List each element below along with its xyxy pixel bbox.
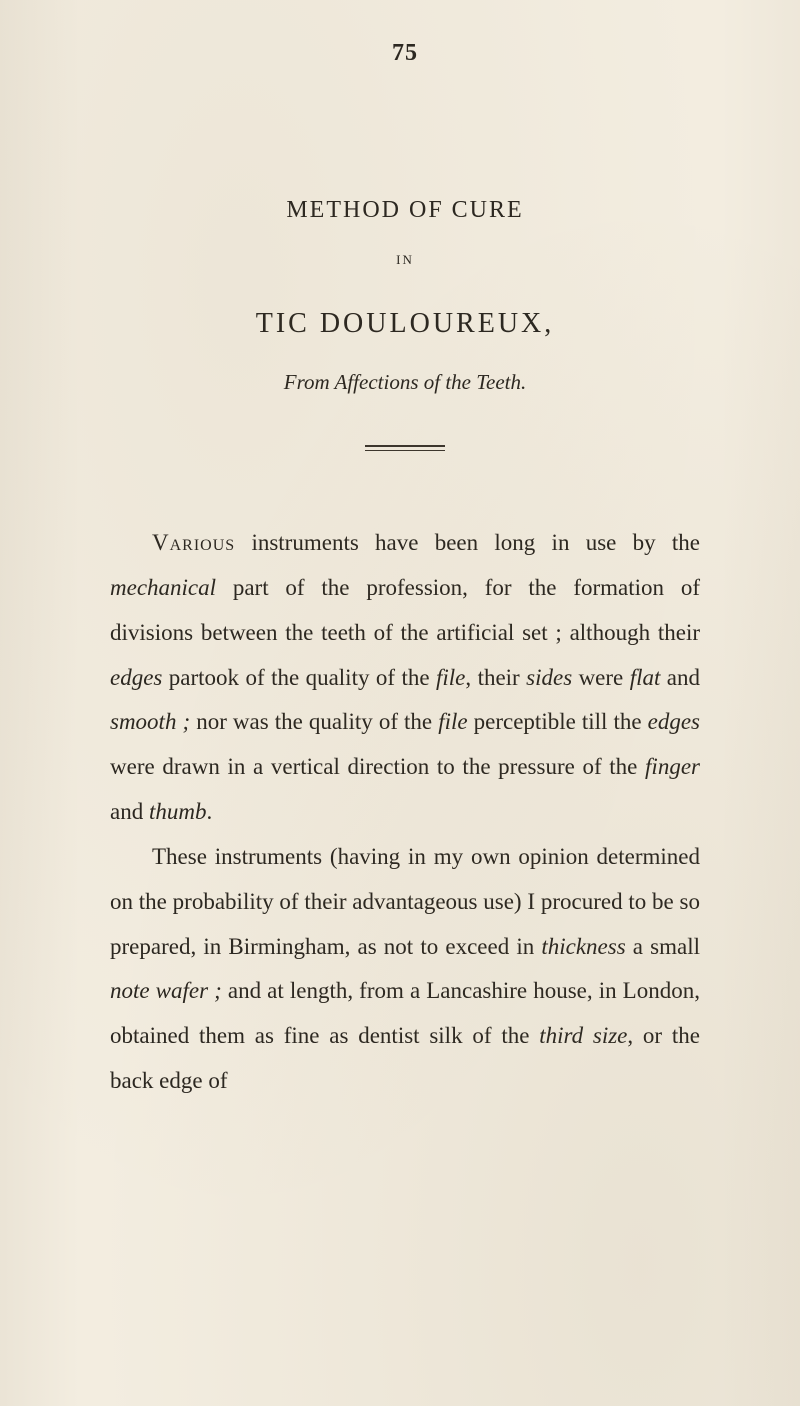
p1-s5: were bbox=[572, 665, 630, 690]
p2-it-third-size: third size bbox=[539, 1023, 627, 1048]
p1-it-finger: finger bbox=[645, 754, 700, 779]
p1-it-thumb: thumb bbox=[149, 799, 207, 824]
p1-s8: perceptible till the bbox=[468, 709, 648, 734]
heading-in: IN bbox=[110, 252, 700, 268]
page-container: 75 METHOD OF CURE IN TIC DOULOUREUX, Fro… bbox=[0, 0, 800, 1164]
p1-s7: nor was the quality of the bbox=[190, 709, 438, 734]
p2-s2: a small bbox=[626, 934, 700, 959]
page-number: 75 bbox=[110, 40, 700, 67]
p1-it-flat: flat bbox=[630, 665, 661, 690]
p1-it-file: file bbox=[436, 665, 465, 690]
divider-rule bbox=[365, 445, 445, 451]
p2-it-note-wafer: note wafer ; bbox=[110, 978, 222, 1003]
p1-s6: and bbox=[660, 665, 700, 690]
p1-it-smooth: smooth ; bbox=[110, 709, 190, 734]
p1-it-edges: edges bbox=[110, 665, 162, 690]
p1-s11: . bbox=[206, 799, 212, 824]
p1-it-sides: sides bbox=[526, 665, 572, 690]
heading-method-of-cure: METHOD OF CURE bbox=[110, 197, 700, 224]
p1-s4: , their bbox=[465, 665, 526, 690]
p1-s9: were drawn in a vertical direction to th… bbox=[110, 754, 645, 779]
p1-it-edges-2: edges bbox=[648, 709, 700, 734]
p2-it-thickness: thickness bbox=[541, 934, 625, 959]
heading-tic-douloureux: TIC DOULOUREUX, bbox=[110, 308, 700, 340]
p1-s1: instruments have been long in use by the bbox=[235, 530, 700, 555]
p1-s10: and bbox=[110, 799, 149, 824]
paragraph-1: Various instruments have been long in us… bbox=[110, 521, 700, 835]
lead-word-various: Various bbox=[152, 530, 235, 555]
body-text: Various instruments have been long in us… bbox=[110, 521, 700, 1104]
p1-s3: partook of the quality of the bbox=[162, 665, 436, 690]
p1-it-mechanical: mechanical bbox=[110, 575, 216, 600]
heading-from-affections: From Affections of the Teeth. bbox=[110, 370, 700, 395]
paragraph-2: These instruments (having in my own opin… bbox=[110, 835, 700, 1104]
p1-it-file-2: file bbox=[438, 709, 467, 734]
